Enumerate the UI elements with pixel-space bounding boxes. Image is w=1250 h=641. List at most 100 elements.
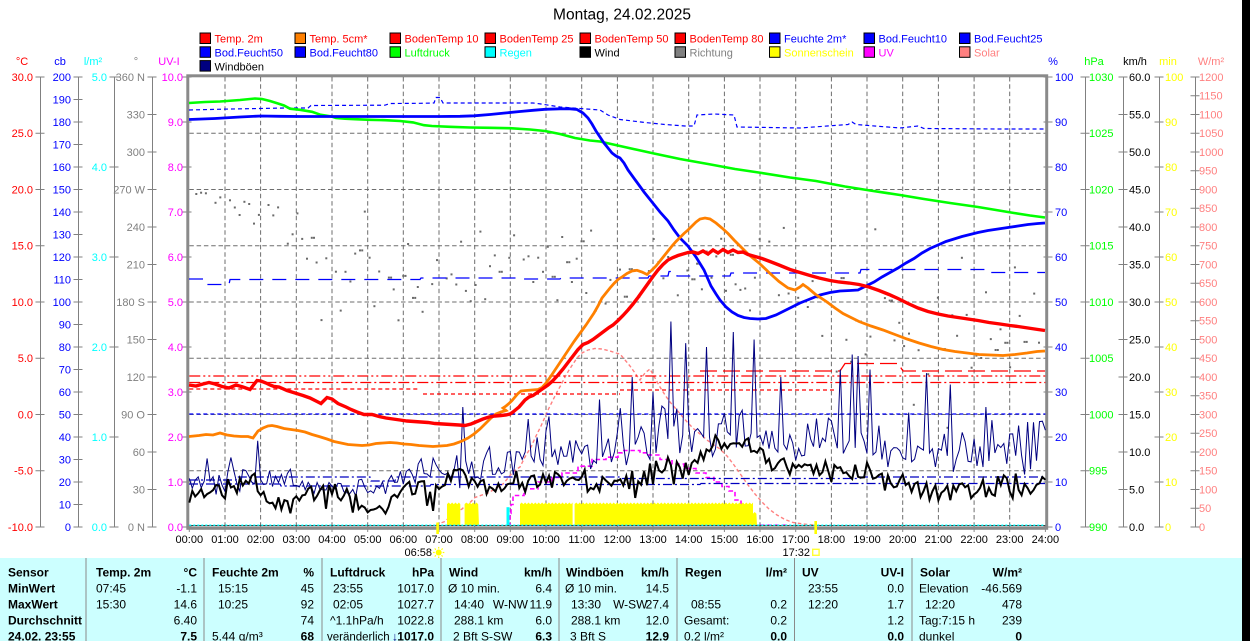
svg-text:100: 100 — [1199, 484, 1217, 496]
svg-text:UV: UV — [802, 566, 819, 580]
svg-text:1017.0: 1017.0 — [397, 630, 434, 641]
svg-text:6.3: 6.3 — [535, 630, 552, 641]
svg-text:30: 30 — [59, 454, 71, 466]
svg-text:950: 950 — [1199, 166, 1217, 178]
svg-text:239: 239 — [1002, 614, 1022, 628]
svg-text:130: 130 — [53, 229, 71, 241]
svg-text:Temp. 2m: Temp. 2m — [96, 566, 151, 580]
svg-text:90: 90 — [1055, 117, 1067, 129]
svg-text:10: 10 — [1165, 477, 1177, 489]
svg-text:Sensor: Sensor — [8, 566, 49, 580]
svg-text:Luftdruck: Luftdruck — [405, 48, 451, 60]
svg-text:110: 110 — [53, 274, 71, 286]
svg-text:°C: °C — [16, 56, 28, 68]
svg-text:68: 68 — [301, 630, 315, 641]
svg-text:km/h: km/h — [1123, 56, 1147, 68]
svg-text:1005: 1005 — [1089, 353, 1113, 365]
svg-text:1100: 1100 — [1199, 109, 1223, 121]
svg-text:%: % — [303, 566, 314, 580]
svg-text:Sonnenschein: Sonnenschein — [784, 48, 854, 60]
svg-text:Solar: Solar — [920, 566, 950, 580]
svg-text:92: 92 — [301, 598, 315, 612]
svg-text:288.1 km: 288.1 km — [454, 614, 503, 628]
svg-text:Montag, 24.02.2025: Montag, 24.02.2025 — [553, 7, 691, 24]
svg-text:-10.0: -10.0 — [8, 522, 33, 534]
svg-text:Regen: Regen — [500, 48, 532, 60]
svg-text:Windböen: Windböen — [566, 566, 624, 580]
svg-text:Windböen: Windböen — [215, 61, 265, 73]
svg-text:08:00: 08:00 — [461, 534, 489, 546]
svg-text:70: 70 — [1165, 207, 1177, 219]
svg-text:Feuchte 2m: Feuchte 2m — [212, 566, 279, 580]
svg-text:5.0: 5.0 — [18, 353, 33, 365]
svg-text:60: 60 — [1055, 252, 1067, 264]
svg-text:0: 0 — [1055, 522, 1061, 534]
svg-text:08:55: 08:55 — [691, 598, 721, 612]
svg-text:Temp. 5cm*: Temp. 5cm* — [310, 34, 369, 46]
svg-text:17:32: 17:32 — [782, 547, 810, 559]
svg-text:min: min — [1159, 56, 1177, 68]
svg-text:50: 50 — [1199, 503, 1211, 515]
svg-text:27.4: 27.4 — [646, 598, 670, 612]
svg-text:60.0: 60.0 — [1129, 72, 1150, 84]
svg-text:5.0: 5.0 — [168, 297, 183, 309]
svg-text:1017.0: 1017.0 — [397, 582, 434, 596]
svg-text:19:00: 19:00 — [853, 534, 881, 546]
svg-text:1030: 1030 — [1089, 72, 1113, 84]
svg-text:Solar: Solar — [974, 48, 1000, 60]
svg-text:70: 70 — [59, 364, 71, 376]
svg-text:Bod.Feucht25: Bod.Feucht25 — [974, 34, 1043, 46]
svg-text:20: 20 — [1165, 432, 1177, 444]
svg-text:02:00: 02:00 — [247, 534, 275, 546]
svg-text:140: 140 — [53, 207, 71, 219]
svg-text:700: 700 — [1199, 259, 1217, 271]
svg-text:11:00: 11:00 — [568, 534, 595, 546]
svg-text:1.0: 1.0 — [168, 477, 183, 489]
svg-text:15:15: 15:15 — [218, 582, 248, 596]
svg-text:°C: °C — [184, 566, 198, 580]
svg-text:55.0: 55.0 — [1129, 109, 1150, 121]
svg-text:11.9: 11.9 — [530, 598, 553, 612]
svg-text:0: 0 — [1199, 522, 1205, 534]
svg-text:BodenTemp 50: BodenTemp 50 — [595, 34, 669, 46]
svg-text:5.44 g/m³: 5.44 g/m³ — [212, 630, 263, 641]
svg-text:35.0: 35.0 — [1129, 259, 1150, 271]
svg-text:40.0: 40.0 — [1129, 222, 1150, 234]
svg-text:190: 190 — [53, 94, 71, 106]
svg-text:170: 170 — [53, 139, 71, 151]
svg-text:150: 150 — [53, 184, 71, 196]
svg-text:90: 90 — [1165, 117, 1177, 129]
svg-text:1050: 1050 — [1199, 128, 1223, 140]
svg-text:0.2 l/m²: 0.2 l/m² — [684, 630, 724, 641]
svg-text:40: 40 — [1055, 342, 1067, 354]
svg-text:6.0: 6.0 — [168, 252, 183, 264]
svg-text:30: 30 — [133, 484, 145, 496]
svg-text:400: 400 — [1199, 372, 1217, 384]
svg-text:UV-I: UV-I — [881, 566, 904, 580]
svg-text:6.0: 6.0 — [535, 614, 552, 628]
svg-text:200: 200 — [53, 72, 71, 84]
svg-text:1015: 1015 — [1089, 241, 1113, 253]
svg-text:UV: UV — [879, 48, 895, 60]
svg-text:120: 120 — [53, 252, 71, 264]
svg-text:W/m²: W/m² — [993, 566, 1022, 580]
svg-text:0.0: 0.0 — [887, 582, 904, 596]
svg-text:150: 150 — [127, 334, 145, 346]
svg-text:350: 350 — [1199, 391, 1217, 403]
svg-text:04:00: 04:00 — [318, 534, 346, 546]
svg-text:Wind: Wind — [449, 566, 478, 580]
svg-text:800: 800 — [1199, 222, 1217, 234]
svg-text:100: 100 — [1165, 72, 1183, 84]
svg-text:12.0: 12.0 — [646, 614, 670, 628]
svg-text:12.9: 12.9 — [646, 630, 670, 641]
svg-text:1010: 1010 — [1089, 297, 1113, 309]
svg-text:23:55: 23:55 — [808, 582, 838, 596]
svg-text:40: 40 — [59, 432, 71, 444]
svg-text:Ø 10 min.: Ø 10 min. — [448, 582, 500, 596]
svg-text:0.2: 0.2 — [770, 598, 787, 612]
svg-text:20.0: 20.0 — [1129, 372, 1150, 384]
svg-text:50: 50 — [1165, 297, 1177, 309]
svg-text:3.0: 3.0 — [92, 252, 107, 264]
svg-text:12:20: 12:20 — [808, 598, 838, 612]
svg-text:2 Bft S-SW: 2 Bft S-SW — [453, 630, 513, 641]
